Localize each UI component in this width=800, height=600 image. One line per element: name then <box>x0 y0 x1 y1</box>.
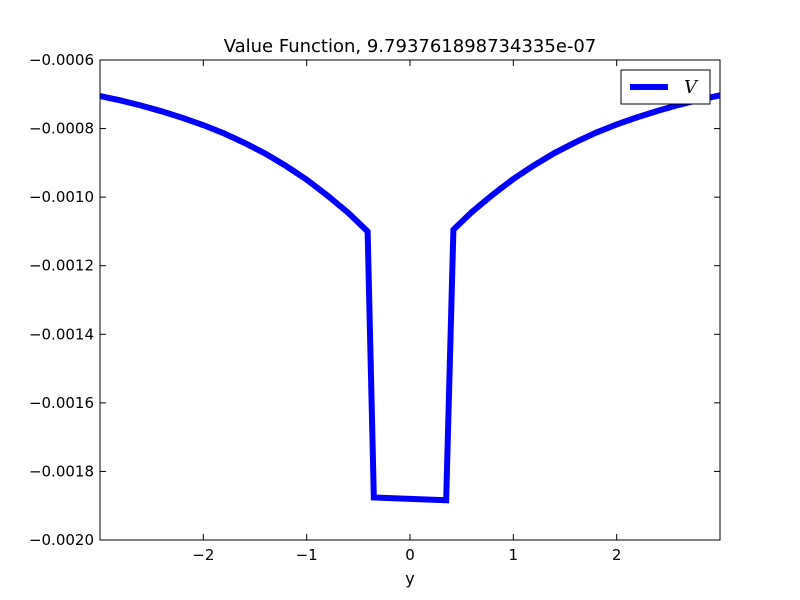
x-tick-label: −2 <box>192 546 214 564</box>
y-tick-label: −0.0012 <box>29 257 94 275</box>
series-line-v <box>100 92 720 504</box>
x-tick-label: 1 <box>509 546 519 564</box>
y-tick-label: −0.0020 <box>29 531 94 549</box>
chart-title: Value Function, 9.793761898734335e-07 <box>224 36 597 57</box>
x-axis-label: y <box>405 569 414 588</box>
plot-area: −2 −1 0 1 2 −0.0006 −0.0008 −0.0010 −0.0012 −0.00… <box>29 51 721 564</box>
x-tick-label: 0 <box>405 546 415 564</box>
legend: V <box>620 69 711 105</box>
y-tick-label: −0.0006 <box>29 51 94 69</box>
y-tick-label: −0.0008 <box>29 120 94 138</box>
x-tick-label: 2 <box>612 546 622 564</box>
y-tick-label: −0.0018 <box>29 462 94 480</box>
y-tick-label: −0.0016 <box>29 394 94 412</box>
legend-label: V <box>684 77 699 98</box>
y-tick-label: −0.0010 <box>29 188 94 206</box>
plot-frame <box>99 59 721 541</box>
y-tick-label: −0.0014 <box>29 325 94 343</box>
x-tick-label: −1 <box>296 546 318 564</box>
